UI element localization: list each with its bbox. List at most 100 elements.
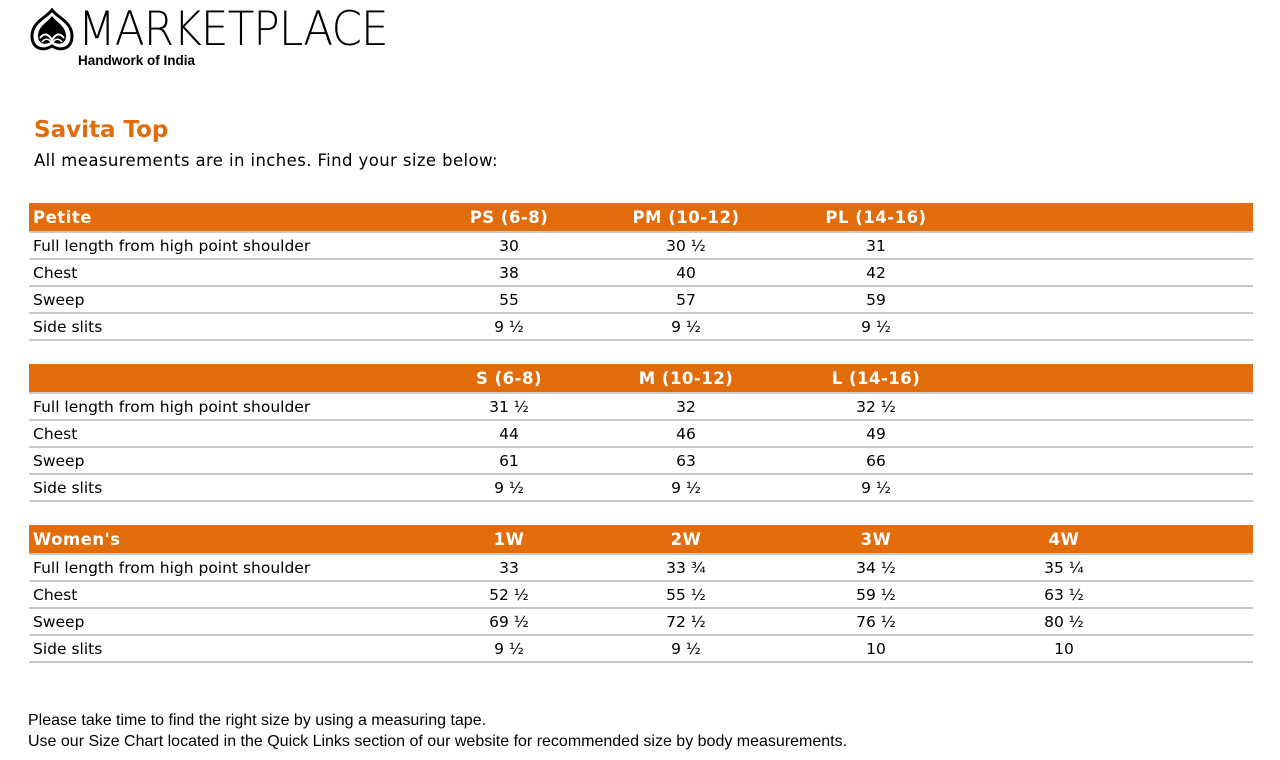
measurement-value	[983, 232, 1145, 260]
measurement-value	[983, 313, 1145, 341]
table-row: Full length from high point shoulder 31 ½…	[29, 393, 1253, 421]
measurement-label: Sweep	[29, 447, 415, 475]
measurement-label: Sweep	[29, 286, 415, 314]
measurement-value: 42	[769, 259, 983, 287]
size-column-header: PS (6-8)	[415, 203, 603, 233]
measurement-value	[983, 420, 1145, 448]
hands-leaf-logo-icon	[30, 8, 74, 51]
measurement-value: 35 ¼	[983, 554, 1145, 582]
size-table: Women's 1W 2W 3W 4W Full length from high poi…	[29, 525, 1253, 663]
measurement-value: 9 ½	[603, 635, 769, 663]
footer-line-1: Please take time to find the right size …	[28, 712, 487, 729]
measurement-value	[983, 447, 1145, 475]
measurement-label: Chest	[29, 259, 415, 287]
measurement-label: Side slits	[29, 474, 415, 502]
measurement-value: 38	[415, 259, 603, 287]
header-spacer	[1145, 203, 1253, 233]
table-group-header	[29, 364, 415, 394]
size-column-header: S (6-8)	[415, 364, 603, 394]
row-spacer	[1145, 232, 1253, 260]
table-row: Sweep 69 ½ 72 ½ 76 ½ 80 ½	[29, 608, 1253, 636]
row-spacer	[1145, 313, 1253, 341]
measurement-value: 72 ½	[603, 608, 769, 636]
measurement-value: 9 ½	[603, 313, 769, 341]
measurement-value: 31	[769, 232, 983, 260]
table-group-header: Petite	[29, 203, 415, 233]
measurement-label: Side slits	[29, 635, 415, 663]
measurement-value: 59	[769, 286, 983, 314]
size-column-header: PL (14-16)	[769, 203, 983, 233]
measurement-value: 31 ½	[415, 393, 603, 421]
table-row: Chest 38 40 42	[29, 259, 1253, 287]
measurement-value: 30	[415, 232, 603, 260]
header-spacer	[1145, 525, 1253, 555]
row-spacer	[1145, 635, 1253, 663]
table-row: Full length from high point shoulder 30 30…	[29, 232, 1253, 260]
measurement-value: 30 ½	[603, 232, 769, 260]
row-spacer	[1145, 259, 1253, 287]
table-row: Chest 44 46 49	[29, 420, 1253, 448]
measurement-label: Full length from high point shoulder	[29, 554, 415, 582]
row-spacer	[1145, 393, 1253, 421]
measurement-value: 46	[603, 420, 769, 448]
measurement-value: 9 ½	[603, 474, 769, 502]
measurement-label: Chest	[29, 581, 415, 609]
size-column-header: PM (10-12)	[603, 203, 769, 233]
measurement-value: 52 ½	[415, 581, 603, 609]
measurement-value: 76 ½	[769, 608, 983, 636]
measurement-value: 32 ½	[769, 393, 983, 421]
measurement-value: 33	[415, 554, 603, 582]
size-table: Petite PS (6-8) PM (10-12) PL (14-16) Full l…	[29, 203, 1253, 341]
table-row: Chest 52 ½ 55 ½ 59 ½ 63 ½	[29, 581, 1253, 609]
measurement-label: Chest	[29, 420, 415, 448]
row-spacer	[1145, 447, 1253, 475]
row-spacer	[1145, 420, 1253, 448]
size-column-header: M (10-12)	[603, 364, 769, 394]
measurement-value: 9 ½	[415, 313, 603, 341]
measurement-value	[983, 286, 1145, 314]
row-spacer	[1145, 286, 1253, 314]
measurement-label: Full length from high point shoulder	[29, 232, 415, 260]
measurement-value: 9 ½	[415, 474, 603, 502]
table-header-row: Petite PS (6-8) PM (10-12) PL (14-16)	[29, 203, 1253, 233]
header-spacer	[1145, 364, 1253, 394]
footer-note: Please take time to find the right size …	[28, 710, 847, 752]
measurement-value: 80 ½	[983, 608, 1145, 636]
table-group-header: Women's	[29, 525, 415, 555]
measurement-value	[983, 259, 1145, 287]
table-row: Sweep 55 57 59	[29, 286, 1253, 314]
measurement-label: Full length from high point shoulder	[29, 393, 415, 421]
size-column-header	[983, 203, 1145, 233]
table-header-row: S (6-8) M (10-12) L (14-16)	[29, 364, 1253, 394]
measurement-value: 32	[603, 393, 769, 421]
measurement-value: 59 ½	[769, 581, 983, 609]
size-column-header: L (14-16)	[769, 364, 983, 394]
table-row: Full length from high point shoulder 33 33…	[29, 554, 1253, 582]
table-row: Sweep 61 63 66	[29, 447, 1253, 475]
measurement-value: 69 ½	[415, 608, 603, 636]
size-column-header: 1W	[415, 525, 603, 555]
measurement-value: 40	[603, 259, 769, 287]
measurement-value: 57	[603, 286, 769, 314]
row-spacer	[1145, 554, 1253, 582]
marketplace-logo: MARKETPLACE Handwork of India	[30, 2, 410, 70]
row-spacer	[1145, 474, 1253, 502]
measurement-value: 9 ½	[415, 635, 603, 663]
measurement-value: 63	[603, 447, 769, 475]
measurement-value: 55 ½	[603, 581, 769, 609]
row-spacer	[1145, 581, 1253, 609]
measurement-value: 10	[769, 635, 983, 663]
measurement-value: 9 ½	[769, 313, 983, 341]
row-spacer	[1145, 608, 1253, 636]
size-column-header: 3W	[769, 525, 983, 555]
brand-tagline: Handwork of India	[78, 53, 196, 68]
measurement-value: 44	[415, 420, 603, 448]
measurement-value: 55	[415, 286, 603, 314]
table-header-row: Women's 1W 2W 3W 4W	[29, 525, 1253, 555]
measurement-value: 33 ¾	[603, 554, 769, 582]
measurement-value: 61	[415, 447, 603, 475]
measurement-value: 66	[769, 447, 983, 475]
page-title: Savita Top	[34, 117, 169, 143]
